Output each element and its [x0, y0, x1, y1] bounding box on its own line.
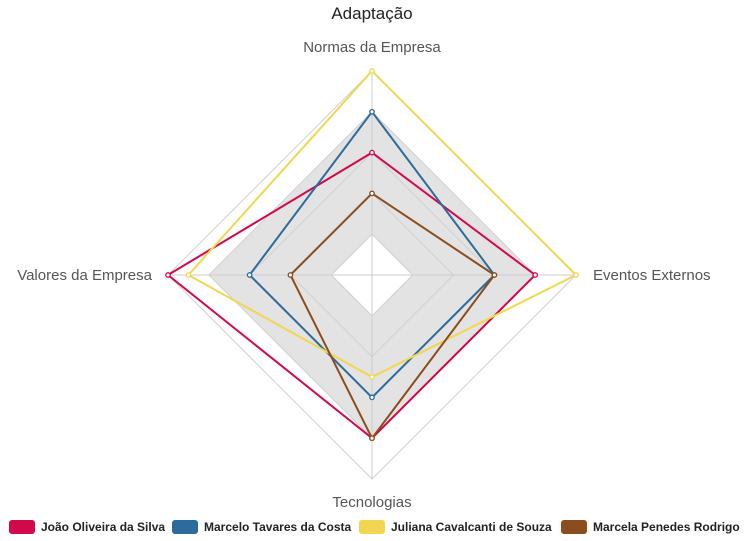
radar-series-layer [165, 68, 579, 442]
series-point [246, 272, 253, 278]
series-point [165, 272, 171, 278]
series-point [369, 374, 375, 380]
series-point [491, 272, 498, 278]
legend-swatch-marcelo [172, 520, 198, 534]
legend-label-joao: João Oliveira da Silva [41, 520, 166, 534]
series-point [369, 68, 375, 74]
radar-grid [167, 70, 577, 480]
series-point [369, 435, 375, 442]
series-point [369, 394, 375, 401]
series-point [185, 272, 192, 278]
axis-labels: Normas da Empresa Eventos Externos Tecno… [17, 39, 710, 511]
series-3 [185, 68, 579, 380]
legend-item-marcela[interactable]: Marcela Penedes Rodrigo [561, 516, 740, 538]
series-point [287, 272, 294, 278]
series-point [369, 149, 375, 156]
axis-label-valores: Valores da Empresa [17, 267, 152, 284]
legend-swatch-juliana [359, 520, 385, 534]
series-point [532, 272, 539, 278]
axis-label-eventos: Eventos Externos [593, 267, 711, 284]
legend-label-juliana: Juliana Cavalcanti de Souza [391, 520, 552, 534]
legend: João Oliveira da Silva Marcelo Tavares d… [0, 516, 745, 538]
chart-title: Adaptação [331, 4, 412, 23]
series-point [369, 108, 375, 115]
axis-label-normas: Normas da Empresa [303, 39, 441, 56]
legend-item-juliana[interactable]: Juliana Cavalcanti de Souza [359, 516, 552, 538]
radar-chart: Adaptação Normas da Empresa Eventos Exte… [17, 4, 710, 511]
legend-label-marcelo: Marcelo Tavares da Costa [204, 520, 352, 534]
legend-item-marcelo[interactable]: Marcelo Tavares da Costa [172, 516, 351, 538]
series-4 [287, 190, 498, 442]
legend-item-joao[interactable]: João Oliveira da Silva [9, 516, 165, 538]
series-point [369, 190, 375, 197]
legend-label-marcela: Marcela Penedes Rodrigo [593, 520, 740, 534]
series-point [573, 272, 579, 278]
legend-swatch-joao [9, 520, 35, 534]
axis-label-tecnologias: Tecnologias [332, 494, 411, 511]
legend-swatch-marcela [561, 520, 587, 534]
